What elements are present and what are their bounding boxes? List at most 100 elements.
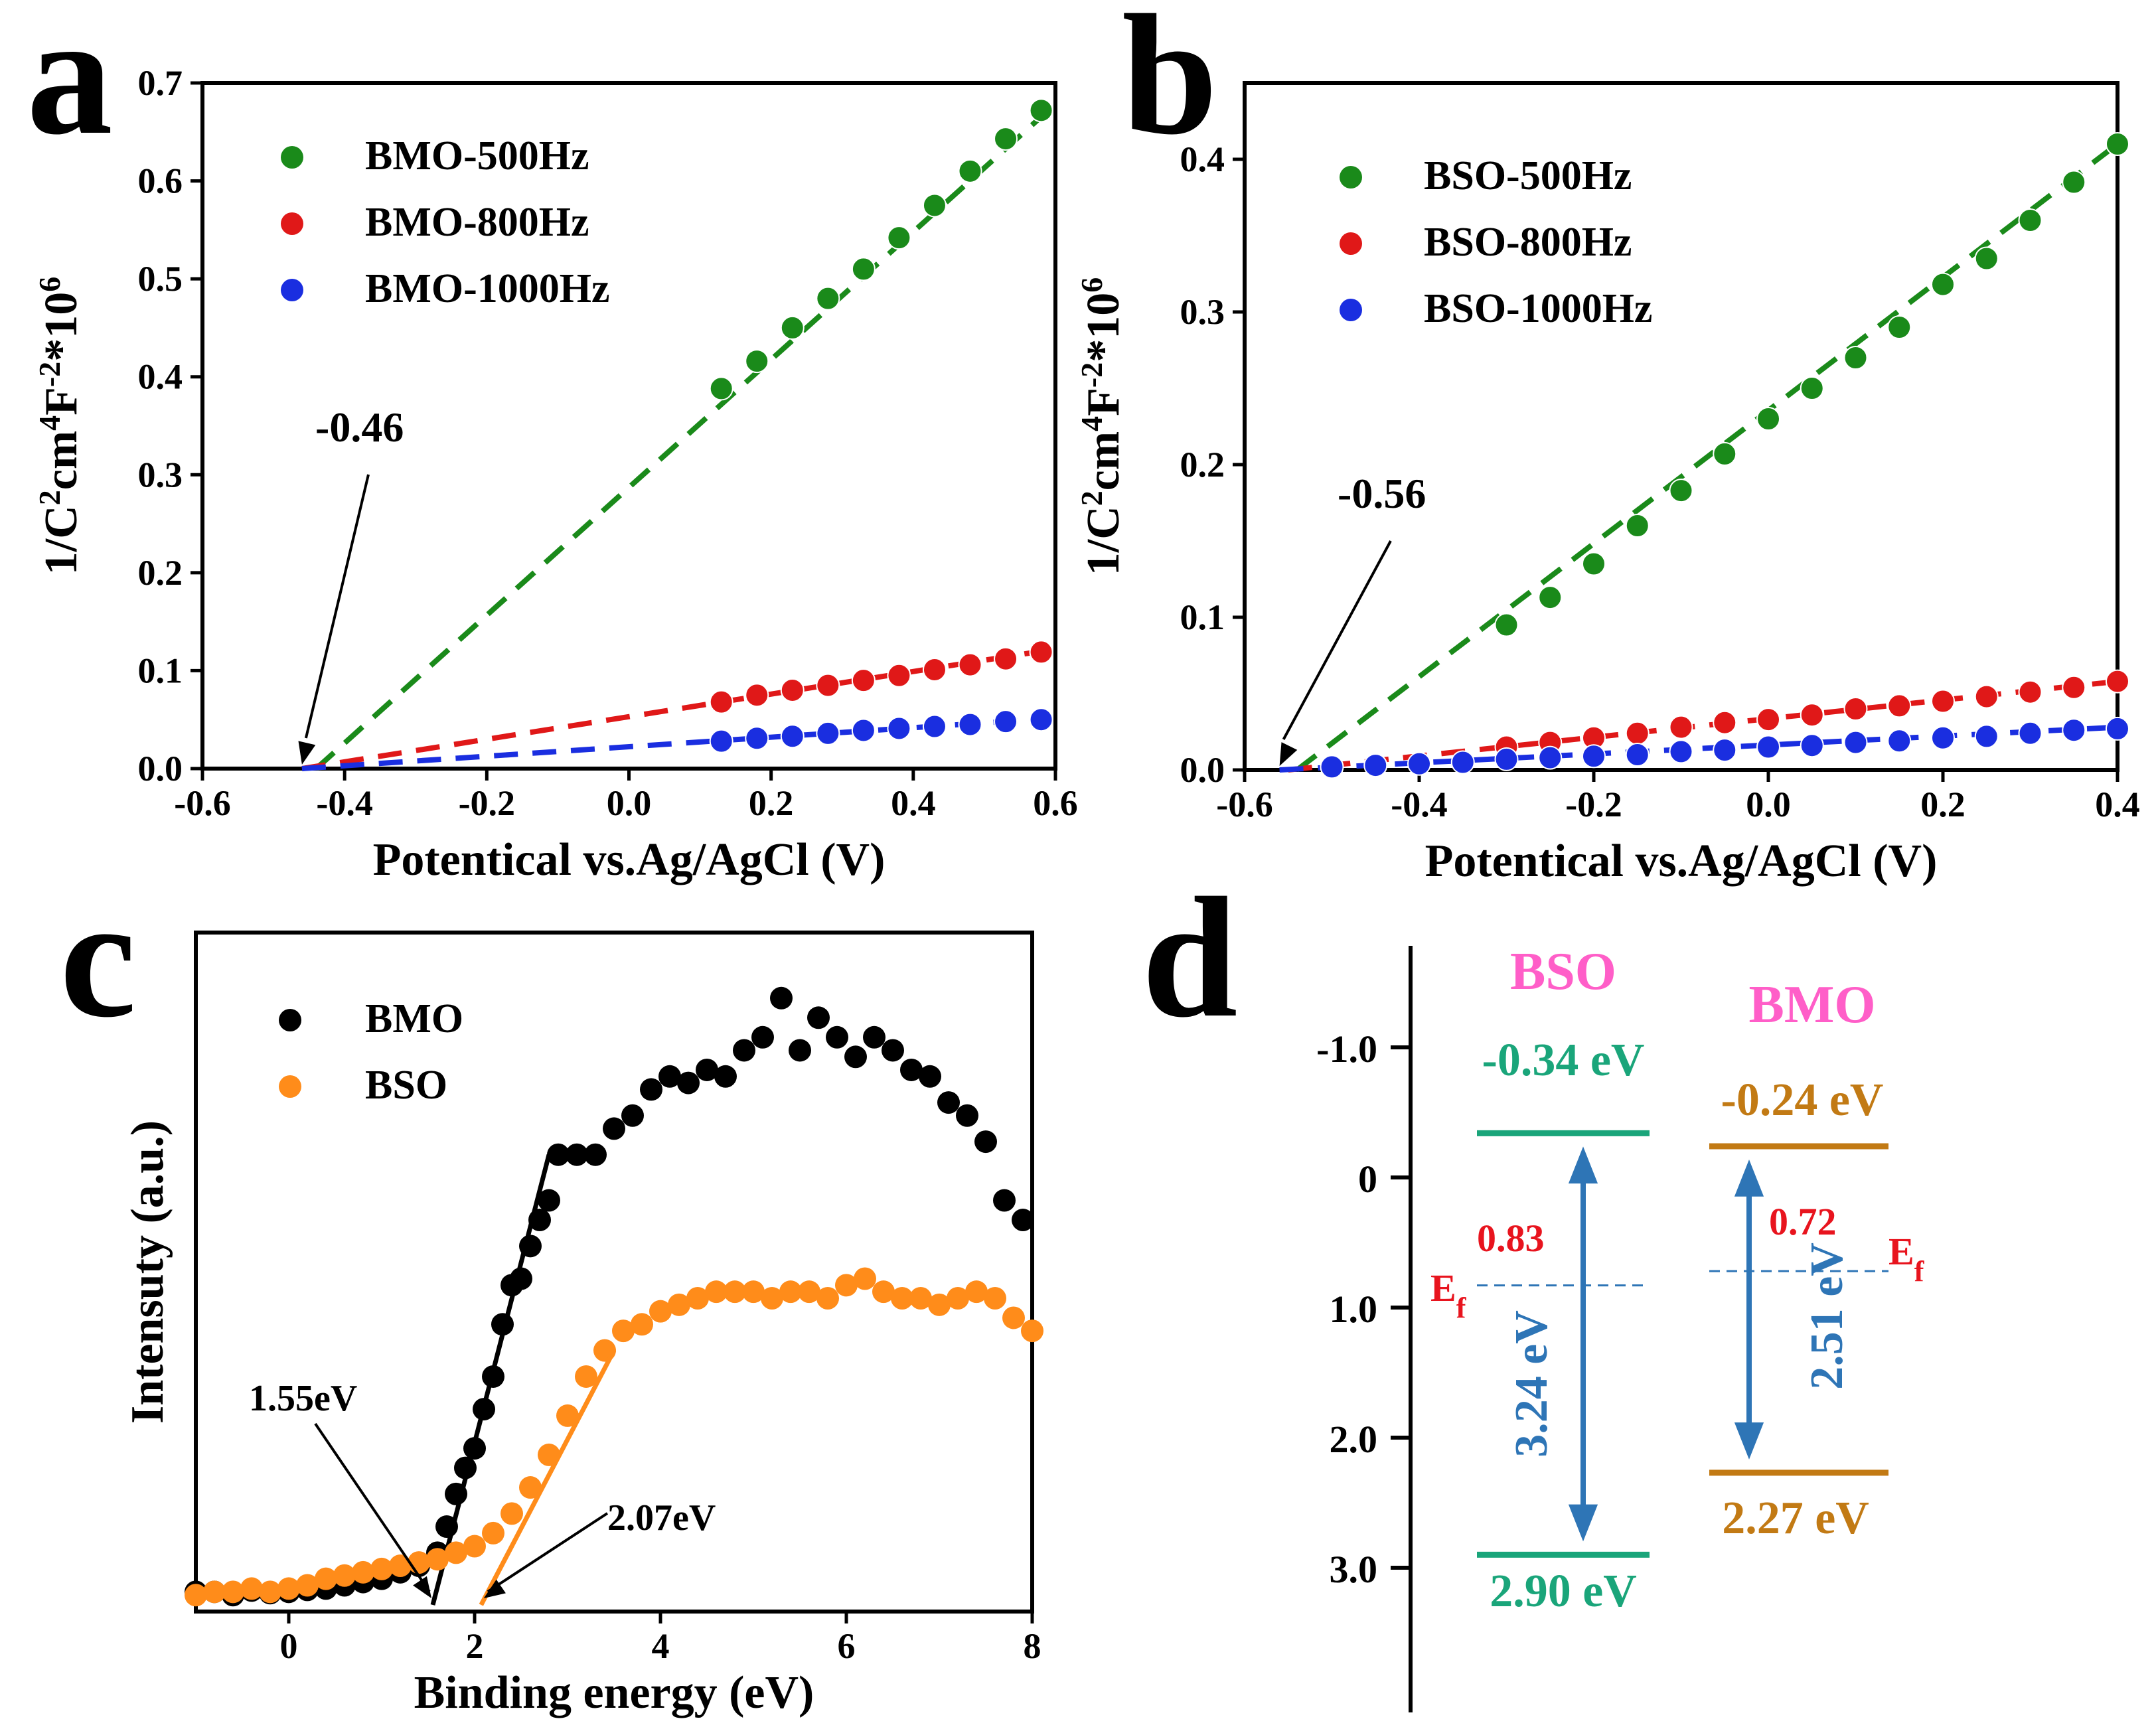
panel-d-bso-cb-label: -0.34 eV (1482, 1035, 1645, 1086)
panel-b-data-point (1450, 750, 1475, 775)
panel-a-y-tick-label: 0.2 (138, 553, 183, 593)
panel-c-data-point (705, 1280, 728, 1304)
panel-c-x-tick-label: 0 (280, 1626, 298, 1666)
panel-c-y-axis-label: Intensuty (a.u.) (122, 1120, 173, 1424)
panel-b-y-tick-label: 0.2 (1180, 445, 1225, 485)
panel-b-data-point (1843, 346, 1868, 370)
panel-d-bmo-cb-label: -0.24 eV (1721, 1075, 1884, 1126)
panel-b-data-point (1669, 739, 1693, 764)
panel-a-legend-label-2: BMO-1000Hz (365, 266, 610, 311)
panel-b-data-point (1320, 755, 1344, 779)
panel-a-data-point (709, 690, 733, 714)
panel-c-data-point (798, 1280, 820, 1304)
panel-c-edge-arrowhead-1 (483, 1579, 506, 1598)
panel-a-x-axis-label: Potentical vs.Ag/AgCl (V) (373, 834, 886, 885)
panel-c-data-point (482, 1521, 504, 1545)
panel-a-y-label-part-6: *10 (36, 292, 87, 362)
panel-c-data-point (733, 1039, 755, 1062)
panel-c-data-point (714, 1065, 737, 1088)
panel-c-data-point (984, 1286, 1006, 1310)
panel-c-legend-marker-1 (279, 1075, 301, 1098)
panel-c-data-point (807, 1006, 830, 1029)
panel-a-data-point (780, 678, 805, 702)
panel-b-data-point (1756, 735, 1780, 759)
panel-b-data-point (1582, 552, 1606, 576)
panel-b-data-point (1669, 715, 1693, 739)
panel-c-data-point (603, 1117, 625, 1140)
panel-a-data-point (887, 226, 911, 250)
panel-b-data-point (1887, 694, 1912, 718)
panel-b-data-point (1363, 753, 1388, 778)
panel-c-data-point (947, 1286, 969, 1310)
panel-b-data-point (1538, 585, 1563, 610)
panel-d-bso-gap-arrowhead-bottom (1568, 1504, 1598, 1542)
panel-b-data-point (2018, 680, 2042, 704)
panel-b-y-label-part-2: cm (1078, 431, 1129, 490)
panel-c-data-point (863, 1025, 886, 1049)
panel-b-data-point (1625, 721, 1650, 745)
panel-c-data-point (882, 1039, 904, 1062)
panel-a-x-tick-label: 0.6 (1033, 783, 1078, 823)
panel-b-legend-marker-1 (1340, 232, 1362, 255)
panel-c-edge-arrow-1 (487, 1512, 609, 1593)
panel-a-data-point (1029, 640, 1053, 664)
panel-c-legend-marker-0 (279, 1009, 301, 1031)
panel-d-bso-gap-label: 3.24 eV (1506, 1310, 1557, 1458)
panel-c-edge-arrowhead-0 (413, 1576, 431, 1598)
panel-d-y-tick-label: -1.0 (1316, 1027, 1377, 1071)
panel-b-y-tick-label: 0.0 (1180, 750, 1225, 790)
panel-a-x-tick-label: 0.2 (749, 783, 794, 823)
panel-letter-d: d (1142, 862, 1238, 1053)
panel-b-y-axis-label: 1/C2cm4F-2*106 (1075, 277, 1130, 575)
panel-b-data-point (1582, 744, 1606, 769)
panel-a-x-tick-label: -0.6 (174, 783, 230, 823)
panel-a-data-point (922, 193, 947, 218)
panel-a-y-tick-label: 0.3 (138, 455, 183, 494)
panel-a-x-tick-label: 0.0 (607, 783, 652, 823)
panel-b-intercept-arrow (1282, 540, 1392, 740)
panel-a-y-tick-label: 0.5 (138, 259, 183, 299)
panel-a-y-label-part-7: 6 (33, 277, 66, 292)
panel-c-data-point (816, 1286, 839, 1310)
panel-b-data-point (1494, 747, 1519, 771)
panel-a-y-label-part-0: 1/C (36, 505, 87, 575)
panel-a-data-point (851, 668, 876, 693)
panel-c-data-point (575, 1365, 597, 1388)
panel-d-bso-ef-symbol-main: E (1430, 1266, 1456, 1310)
panel-c-plot-frame (194, 931, 1034, 1614)
panel-b-data-point (1800, 733, 1824, 758)
panel-b-legend-label-1: BSO-800Hz (1424, 220, 1632, 265)
panel-a-data-point (922, 714, 947, 739)
panel-a-data-point (851, 718, 876, 743)
panel-letter-b: b (1122, 0, 1218, 171)
panel-b-data-point (1974, 684, 1999, 709)
panel-b-x-tick-label: 0.4 (2095, 785, 2140, 824)
panel-a-fit-line-0 (314, 108, 1050, 771)
panel-d-y-tick-label: 3.0 (1330, 1548, 1378, 1591)
panel-c-data-point (612, 1319, 635, 1343)
panel-c-data-point (677, 1071, 700, 1094)
panel-a-data-point (745, 349, 769, 374)
panel-c-data-point (779, 1280, 802, 1304)
panel-a-y-label-part-5: -2 (33, 362, 66, 387)
panel-a-y-tick-label: 0.7 (138, 63, 183, 103)
panel-b-legend-marker-2 (1340, 299, 1362, 321)
panel-letter-a: a (27, 0, 113, 171)
panel-a-legend-marker-1 (281, 212, 303, 235)
panel-a-data-point (745, 726, 769, 751)
panel-a-data-point (816, 673, 840, 698)
panel-c-data-point (315, 1567, 337, 1590)
panel-d-y-tick-label: 0 (1358, 1158, 1377, 1201)
panel-c-x-tick-label: 8 (1024, 1626, 1041, 1666)
panel-c-chart: 0 2 4 6 8 Binding energy (eV) Intensuty (a.u.)… (122, 931, 1043, 1718)
panel-b-data-point (1756, 407, 1780, 431)
panel-c-data-point (696, 1058, 718, 1081)
panel-c-data-point (1012, 1209, 1034, 1232)
panel-a-data-point (958, 712, 982, 737)
panel-c-data-point (854, 1267, 876, 1290)
panel-b-data-point (1974, 246, 1999, 271)
panel-c-legend-label-0: BMO (365, 996, 463, 1041)
panel-b-data-point (1756, 708, 1780, 732)
panel-b-x-tick-label: 0.2 (1920, 785, 1965, 824)
